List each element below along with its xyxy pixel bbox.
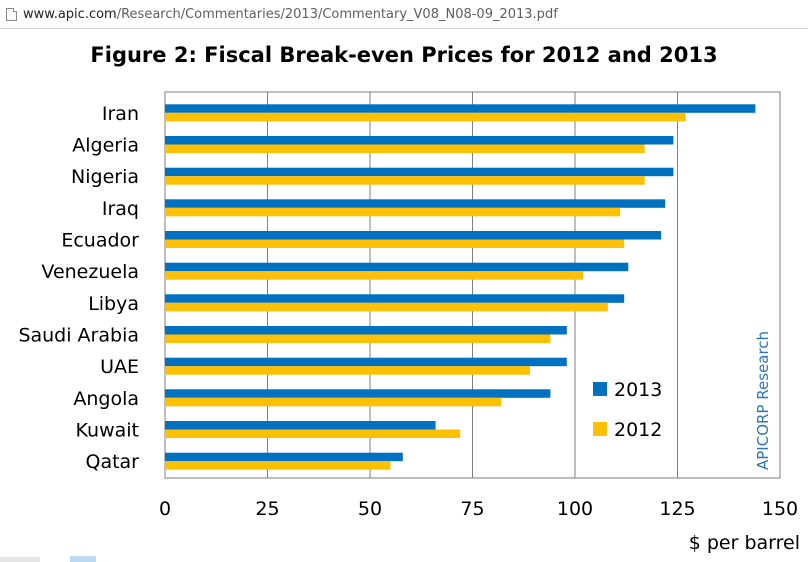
bar-2012-qatar: [165, 461, 391, 470]
bar-2013-ecuador: [165, 231, 662, 240]
legend-swatch-2013: [593, 382, 607, 396]
bar-2013-qatar: [165, 452, 403, 462]
category-label: Venezuela: [41, 261, 139, 283]
bar-2013-angola: [165, 389, 551, 398]
category-label: Ecuador: [61, 230, 139, 252]
x-tick-label: 75: [460, 498, 484, 520]
url-host: www.apic.com: [23, 6, 117, 22]
category-label: Iraq: [102, 198, 139, 220]
bar-2012-angola: [165, 397, 502, 407]
x-tick-label: 25: [255, 498, 279, 520]
bar-2013-uae: [165, 357, 567, 367]
gridlines: [267, 92, 781, 478]
bar-2012-nigeria: [165, 176, 645, 185]
bar-2013-kuwait: [165, 421, 436, 430]
legend-label-2012: 2012: [614, 419, 662, 441]
category-label: UAE: [100, 356, 139, 378]
bar-2013-venezuela: [165, 262, 629, 272]
bar-2012-ecuador: [165, 239, 625, 248]
bar-2013-iraq: [165, 199, 666, 208]
bar-2012-venezuela: [165, 271, 584, 280]
x-tick-label: 0: [159, 498, 171, 520]
bars: [165, 104, 756, 470]
category-label: Libya: [88, 293, 139, 315]
legend-swatch-2012: [593, 422, 607, 436]
bar-2012-kuwait: [165, 429, 461, 438]
bar-2012-libya: [165, 302, 608, 312]
category-label: Angola: [73, 388, 139, 410]
bar-2013-nigeria: [165, 167, 674, 177]
x-tick-label: 150: [762, 498, 798, 520]
chart-title: Figure 2: Fiscal Break-even Prices for 2…: [90, 43, 717, 67]
x-tick-label: 100: [557, 498, 593, 520]
x-tick-label: 125: [659, 498, 695, 520]
bar-2012-saudi-arabia: [165, 334, 551, 343]
chart: Figure 2: Fiscal Break-even Prices for 2…: [18, 43, 800, 554]
category-label: Algeria: [72, 135, 139, 157]
legend-label-2013: 2013: [614, 379, 662, 401]
x-tick-label: 50: [358, 498, 382, 520]
bar-2013-iran: [165, 104, 756, 113]
category-label: Kuwait: [76, 420, 139, 442]
url-path: /Research/Commentaries/2013/Commentary_V…: [116, 6, 558, 22]
bar-2013-libya: [165, 294, 625, 303]
category-label: Qatar: [85, 451, 139, 473]
legend: 2013 2012: [593, 379, 662, 441]
bar-2013-algeria: [165, 136, 674, 145]
x-axis-label: $ per barrel: [689, 532, 800, 554]
footer-strip: [0, 557, 40, 562]
page-icon: [6, 7, 17, 21]
address-bar[interactable]: www.apic.com/Research/Commentaries/2013/…: [0, 0, 808, 29]
category-label: Saudi Arabia: [18, 325, 139, 347]
bar-2012-iran: [165, 112, 686, 122]
bar-2012-iraq: [165, 207, 621, 217]
bar-2013-saudi-arabia: [165, 326, 567, 335]
category-labels: Iran Algeria Nigeria Iraq Ecuador Venezuela Li…: [18, 103, 139, 473]
watermark-annotation: APICORP Research: [754, 331, 772, 470]
bar-2012-uae: [165, 366, 530, 375]
category-label: Iran: [102, 103, 139, 125]
footer-highlight: [70, 556, 96, 562]
category-label: Nigeria: [71, 166, 139, 188]
url-text: www.apic.com/Research/Commentaries/2013/…: [23, 7, 558, 22]
bar-2012-algeria: [165, 144, 645, 153]
x-tick-labels: 0 25 50 75 100 125 150: [159, 498, 798, 520]
